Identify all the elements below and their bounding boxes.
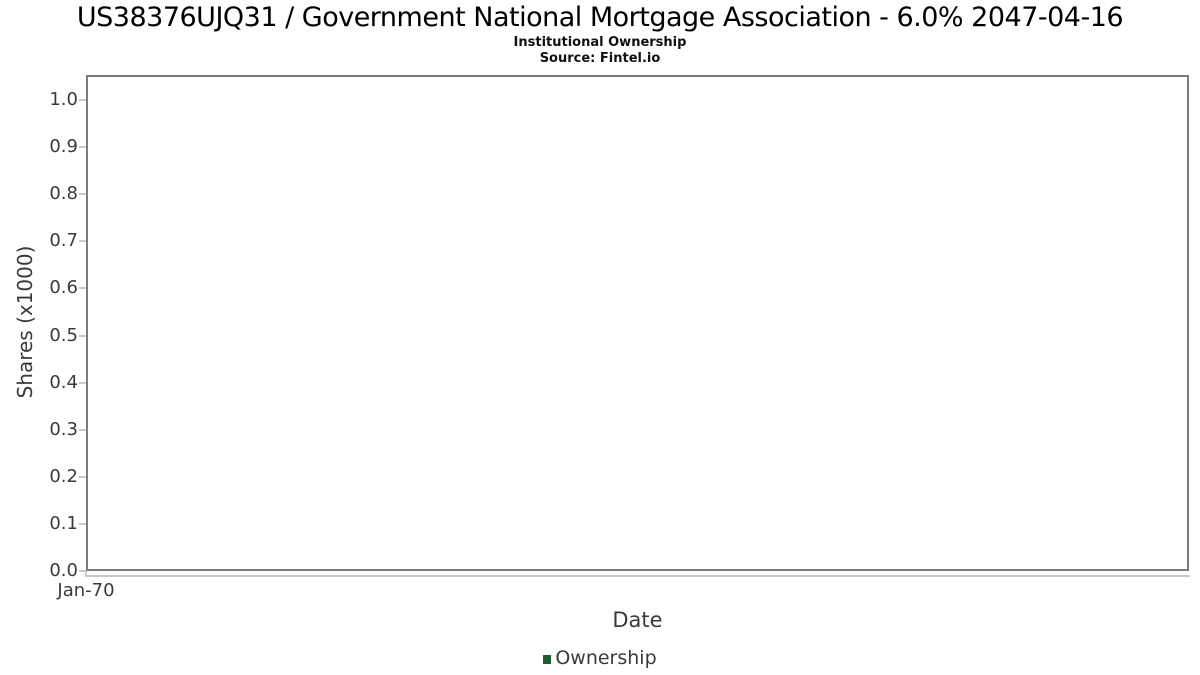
y-tick-mark — [79, 570, 86, 572]
y-tick-label: 0.3 — [49, 418, 78, 440]
y-axis-title: Shares (x1000) — [13, 245, 37, 399]
legend-swatch-ownership — [543, 654, 552, 664]
chart-title: US38376UJQ31 / Government National Mortg… — [76, 2, 1124, 33]
y-tick-label: 0.5 — [49, 324, 78, 346]
chart-subtitle: Institutional Ownership — [513, 35, 687, 50]
y-tick-label: 0.2 — [49, 465, 78, 487]
y-tick-label: 0.8 — [49, 183, 78, 205]
y-tick-label: 0.6 — [49, 277, 78, 299]
y-tick-label: 0.0 — [49, 560, 78, 581]
y-tick-label: 0.4 — [49, 371, 78, 393]
y-tick-label: 0.7 — [49, 230, 78, 252]
y-tick-mark — [79, 146, 86, 149]
x-axis-title: Date — [612, 608, 663, 632]
y-tick-label: 1.0 — [49, 89, 78, 110]
y-tick-mark — [79, 334, 86, 337]
y-tick-mark — [79, 522, 86, 525]
y-tick-label: 0.9 — [49, 136, 78, 158]
legend: Ownership — [0, 647, 1200, 669]
x-tick-label: Jan-70 — [57, 580, 115, 601]
y-tick-mark — [79, 99, 86, 101]
x-tick-mark — [85, 571, 87, 577]
y-tick-label: 0.1 — [49, 512, 78, 534]
y-tick-mark — [79, 381, 86, 384]
plot-area — [86, 75, 1189, 571]
y-tick-mark — [79, 475, 86, 478]
y-tick-mark — [79, 193, 86, 196]
legend-label-ownership: Ownership — [555, 647, 657, 669]
y-tick-mark — [79, 428, 86, 431]
x-axis-line — [86, 575, 1190, 577]
y-tick-mark — [79, 287, 86, 290]
chart-source-label: Source: Fintel.io — [539, 51, 661, 66]
y-tick-mark — [79, 240, 86, 243]
